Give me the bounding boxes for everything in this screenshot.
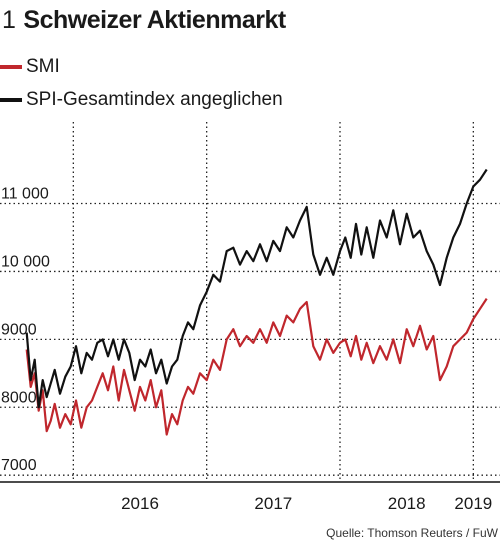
chart-number: 1: [2, 6, 16, 34]
y-tick-label: 11 000: [1, 186, 49, 203]
legend-label-spi: SPI-Gesamtindex angeglichen: [26, 89, 283, 110]
source-note: Quelle: Thomson Reuters / FuW: [326, 526, 498, 540]
legend-swatch-smi: [0, 65, 22, 69]
y-tick-label: 10 000: [1, 253, 50, 270]
smi-line: [25, 297, 488, 436]
spi-line: [25, 168, 488, 409]
y-tick-label-bg: [0, 184, 54, 202]
chart-title-text: Schweizer Aktienmarkt: [23, 6, 286, 34]
legend-label-smi: SMI: [26, 56, 60, 77]
y-tick-label: 7000: [1, 457, 37, 474]
y-tick-label-bg: [0, 388, 36, 406]
y-tick-label-bg: [0, 252, 54, 270]
chart-title: 1 Schweizer Aktienmarkt: [2, 6, 286, 35]
y-tick-label: 8000: [1, 389, 37, 406]
x-tick-label: 2017: [254, 494, 292, 513]
y-tick-label: 9000: [1, 321, 37, 338]
legend-item-spi: SPI-Gesamtindex angeglichen: [0, 89, 283, 111]
x-tick-label: 2016: [121, 494, 159, 513]
x-tick-label: 2018: [388, 494, 426, 513]
y-tick-label-bg: [0, 456, 36, 474]
legend-item-smi: SMI: [0, 56, 60, 78]
x-tick-label: 2019: [454, 494, 492, 513]
legend-swatch-spi: [0, 98, 22, 102]
